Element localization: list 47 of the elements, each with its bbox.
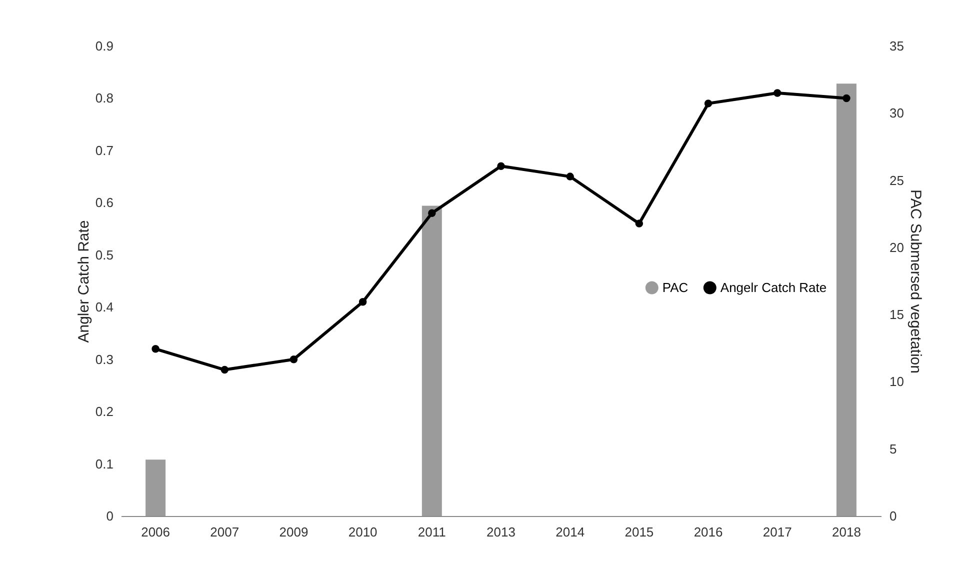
y2-tick-label: 15: [890, 307, 904, 322]
point: [704, 100, 712, 108]
bar: [422, 206, 442, 516]
legend-label: PAC: [662, 280, 688, 295]
point: [497, 162, 505, 170]
y2-tick-label: 25: [890, 172, 904, 188]
y2-tick-label: 30: [890, 106, 904, 121]
point: [566, 172, 574, 180]
y-tick-label: 0.8: [95, 90, 114, 106]
point: [290, 355, 298, 364]
point: [152, 345, 160, 353]
legend-label: Angelr Catch Rate: [720, 280, 827, 295]
x-tick-label: 2017: [762, 524, 792, 540]
y2-tick-label: 5: [890, 441, 897, 456]
y-tick-label: 0.7: [95, 142, 114, 158]
y-tick-label: 0.4: [95, 300, 114, 315]
point: [428, 209, 436, 217]
x-tick-label: 2018: [832, 524, 861, 540]
x-tick-label: 2006: [141, 524, 170, 540]
y-tick-label: 0: [106, 508, 114, 524]
y-tick-label: 0.9: [95, 38, 114, 54]
point: [842, 94, 850, 102]
y2-axis-title: PAC Submersed vegetation: [906, 190, 924, 374]
x-tick-label: 2013: [486, 524, 516, 540]
y-axis-title: Angler Catch Rate: [75, 220, 92, 343]
bar: [146, 460, 166, 516]
y2-tick-label: 35: [890, 38, 904, 54]
x-tick-label: 2015: [624, 524, 654, 540]
point: [773, 89, 782, 97]
y2-tick-label: 0: [890, 508, 897, 524]
point: [220, 366, 229, 374]
y2-tick-label: 10: [890, 374, 904, 390]
x-tick-label: 2009: [279, 524, 308, 540]
y-tick-label: 0.6: [95, 195, 114, 210]
y-tick-label: 0.5: [95, 247, 114, 262]
x-tick-label: 2016: [694, 524, 723, 540]
y-tick-label: 0.3: [95, 352, 114, 367]
point: [635, 220, 644, 228]
x-tick-label: 2010: [348, 524, 378, 540]
bar: [836, 84, 856, 516]
point: [358, 298, 367, 306]
y-tick-label: 0.2: [95, 404, 114, 420]
x-tick-label: 2011: [418, 524, 446, 540]
x-tick-label: 2014: [556, 524, 585, 540]
y-tick-label: 0.1: [95, 456, 114, 472]
y2-tick-label: 20: [890, 240, 904, 255]
x-tick-label: 2007: [210, 524, 240, 540]
